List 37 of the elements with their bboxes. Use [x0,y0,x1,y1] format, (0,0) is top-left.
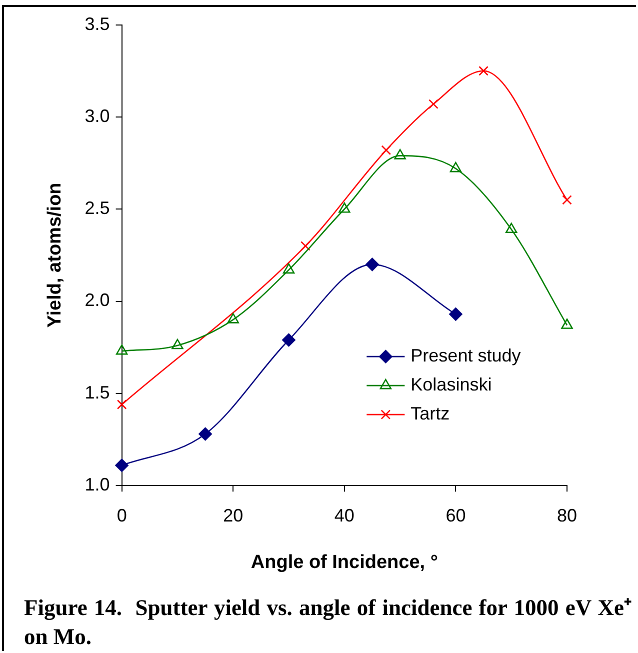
y-tick-label: 1.5 [84,382,110,402]
point [381,145,392,156]
point [300,241,310,251]
x-tick-label: 40 [334,505,354,526]
point [428,99,438,109]
x-axis-title: Angle of Incidence, ° [250,552,438,573]
y-tick-label: 3.0 [84,106,110,126]
point [282,333,296,347]
point [561,318,573,329]
point [450,162,462,172]
legend-label: Kolasinski [410,374,492,395]
x-tick-label: 80 [556,505,578,526]
text: Figure 14. Sputter yield vs. angle of incidence for 1000 eV Xe⁺ on Mo. [24,594,632,651]
y-tick-label: 3.5 [84,14,110,34]
x-tick-label: 60 [446,505,466,526]
point [562,195,572,205]
point [116,400,127,410]
legend-label: Tartz [410,404,450,424]
point [116,344,128,355]
point [282,263,295,274]
point [478,66,488,76]
point [366,258,379,272]
point [338,202,350,213]
y-tick-label: 2.5 [84,198,110,218]
y-axis-title: Yield, atoms/ion [44,182,66,328]
y-tick-label: 2.0 [84,290,110,310]
point [227,313,239,324]
point [506,222,518,234]
point [172,338,184,350]
x-tick-label: 20 [223,505,244,526]
y-tick-label: 1.0 [84,474,110,495]
point [394,149,406,160]
point [115,458,128,472]
point [449,308,462,321]
point [198,427,212,441]
x-tick-label: 0 [116,505,127,526]
legend-label: Present study [410,346,521,366]
